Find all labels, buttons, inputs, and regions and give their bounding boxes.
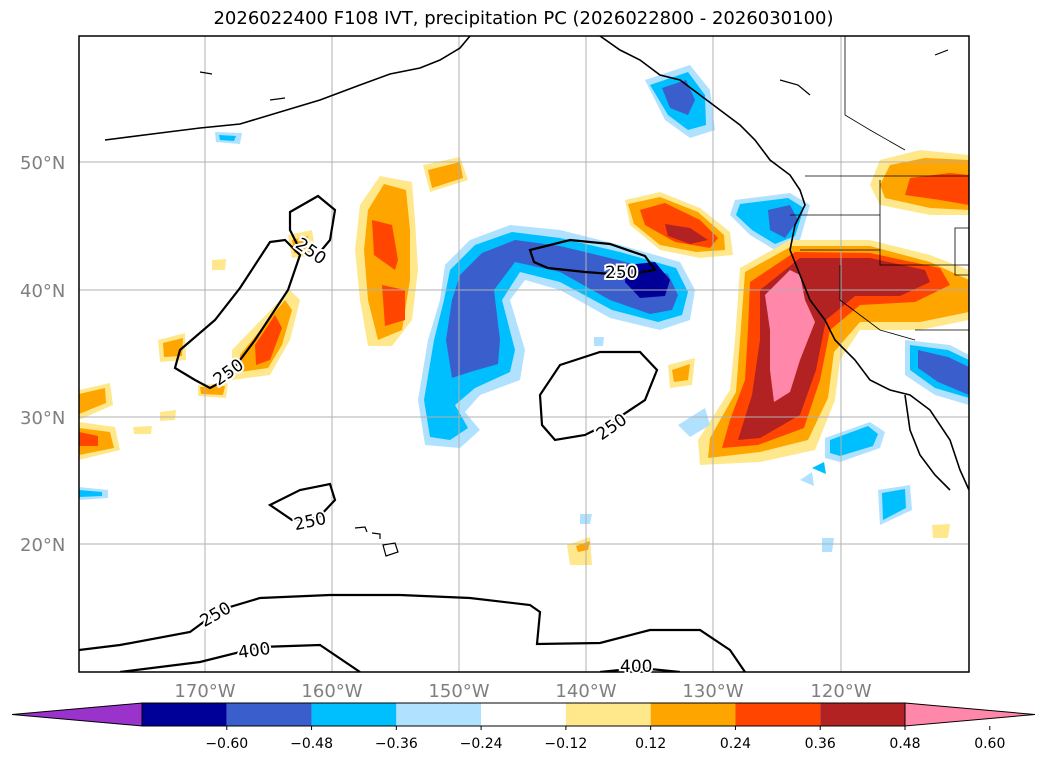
colorbar-swatch <box>820 703 905 726</box>
political-borders <box>790 36 969 341</box>
contour-label: 400 <box>620 657 652 677</box>
colorbar-extend-min <box>11 702 143 727</box>
colorbar-tick-label: −0.12 <box>544 736 587 752</box>
longitude-labels: 170°W 160°W 150°W 140°W 130°W 120°W <box>174 681 871 702</box>
lat-label-20: 20°N <box>20 535 65 556</box>
colorbar-tick-label: 0.24 <box>720 736 751 752</box>
lat-label-30: 30°N <box>20 408 65 429</box>
map-title: 2026022400 F108 IVT, precipitation PC (2… <box>213 8 834 29</box>
colorbar-tick-label: 0.60 <box>974 736 1005 752</box>
colorbar-tick-label: 0.36 <box>805 736 836 752</box>
lon-label-150w: 150°W <box>428 681 489 702</box>
colorbar-swatch <box>396 703 482 726</box>
ivt-contours <box>79 194 746 672</box>
lat-label-50: 50°N <box>20 153 65 174</box>
colorbar-swatch <box>565 703 651 726</box>
shaded-anomaly-fields <box>79 65 969 565</box>
colorbar-tick-label: 0.48 <box>889 736 920 752</box>
colorbar-swatch <box>735 703 821 726</box>
colorbar-swatch <box>226 703 312 726</box>
colorbar-tick-label: −0.36 <box>375 736 418 752</box>
lon-label-140w: 140°W <box>555 681 616 702</box>
lat-label-40: 40°N <box>20 281 65 302</box>
lon-label-160w: 160°W <box>301 681 362 702</box>
contour-label: 250 <box>605 263 637 283</box>
latitude-labels: 50°N 40°N 30°N 20°N <box>20 153 65 556</box>
colorbar-tick-label: 0.12 <box>635 736 666 752</box>
gridlines <box>79 36 969 672</box>
coastlines <box>104 36 969 491</box>
lon-label-170w: 170°W <box>174 681 235 702</box>
map-frame <box>78 35 970 673</box>
colorbar-swatch <box>142 703 227 726</box>
colorbar-swatch <box>650 703 736 726</box>
colorbar-tick-label: −0.48 <box>290 736 333 752</box>
colorbar-extend-max <box>904 702 1036 727</box>
colorbar-tick-label: −0.60 <box>205 736 248 752</box>
colorbar-outline <box>141 702 906 727</box>
colorbar-tick-label: −0.24 <box>460 736 503 752</box>
colorbar-swatch <box>481 703 566 726</box>
colorbar-swatch <box>311 703 397 726</box>
islands <box>199 49 949 557</box>
lon-label-120w: 120°W <box>810 681 871 702</box>
colorbar: −0.60 −0.48 −0.36 −0.24 −0.12 0.12 0.24 0.36 0.4… <box>11 702 1036 752</box>
lon-label-130w: 130°W <box>682 681 743 702</box>
